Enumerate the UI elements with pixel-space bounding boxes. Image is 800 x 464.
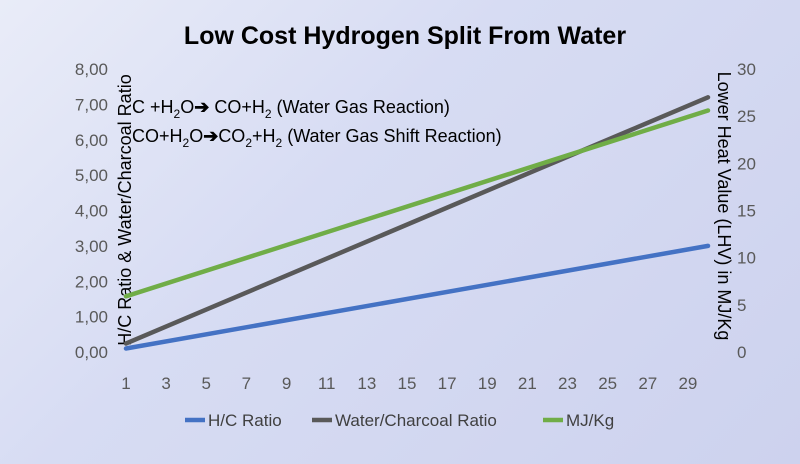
x-tick-label: 1: [121, 374, 130, 393]
x-tick-label: 29: [678, 374, 697, 393]
x-tick-label: 9: [282, 374, 291, 393]
x-axis: 1 3 5 7 9 11 13 15 17 19 21 23 25 27 29: [121, 374, 697, 393]
left-y-tick-label: 7,00: [75, 95, 108, 114]
left-y-tick-label: 2,00: [75, 272, 108, 291]
right-y-axis-title: Lower Heat Value (LHV) in MJ/Kg: [714, 72, 734, 341]
right-y-tick-label: 20: [737, 154, 756, 173]
x-tick-label: 25: [598, 374, 617, 393]
legend-label: MJ/Kg: [566, 411, 614, 430]
chart-title: Low Cost Hydrogen Split From Water: [184, 22, 626, 50]
right-y-tick-label: 25: [737, 107, 756, 126]
legend-label: Water/Charcoal Ratio: [335, 411, 497, 430]
x-tick-label: 17: [438, 374, 457, 393]
x-tick-label: 13: [357, 374, 376, 393]
right-y-tick-label: 5: [737, 296, 746, 315]
left-y-tick-label: 6,00: [75, 131, 108, 150]
right-y-tick-label: 10: [737, 249, 756, 268]
x-tick-label: 3: [161, 374, 170, 393]
left-y-axis-title: H/C Ratio & Water/Charcoal Ratio: [115, 74, 135, 345]
legend-item: Water/Charcoal Ratio: [312, 411, 497, 430]
x-tick-label: 21: [518, 374, 537, 393]
series-line-mj-kg: [123, 108, 711, 299]
x-tick-label: 23: [558, 374, 577, 393]
series-line-h-c-ratio: [123, 243, 711, 351]
right-y-tick-label: 30: [737, 60, 756, 79]
left-y-axis: 0,00 1,00 2,00 3,00 4,00 5,00 6,00 7,00 8,00: [75, 60, 108, 362]
reaction-equation: C +H2O➔ CO+H2 (Water Gas Reaction): [132, 97, 450, 121]
x-tick-label: 7: [242, 374, 251, 393]
x-tick-label: 11: [318, 374, 336, 393]
left-y-tick-label: 3,00: [75, 237, 108, 256]
left-y-tick-label: 0,00: [75, 343, 108, 362]
right-y-tick-label: 15: [737, 202, 756, 221]
plot-area: [123, 95, 711, 351]
left-y-tick-label: 8,00: [75, 60, 108, 79]
reaction-equation: CO+H2O➔CO2+H2 (Water Gas Shift Reaction): [132, 126, 502, 150]
left-y-tick-label: 4,00: [75, 202, 108, 221]
legend-label: H/C Ratio: [208, 411, 282, 430]
legend-item: H/C Ratio: [185, 411, 282, 430]
legend: H/C Ratio Water/Charcoal Ratio MJ/Kg: [185, 411, 614, 430]
left-y-tick-label: 1,00: [75, 308, 108, 327]
left-y-tick-label: 5,00: [75, 166, 108, 185]
x-tick-label: 15: [398, 374, 417, 393]
right-y-axis: 0 5 10 15 20 25 30: [737, 60, 756, 362]
series-line-water-charcoal-ratio: [123, 95, 711, 346]
x-tick-label: 27: [638, 374, 657, 393]
legend-item: MJ/Kg: [543, 411, 614, 430]
x-tick-label: 19: [478, 374, 497, 393]
reaction-annotations: C +H2O➔ CO+H2 (Water Gas Reaction) CO+H2O…: [132, 97, 502, 150]
right-y-tick-label: 0: [737, 343, 746, 362]
x-tick-label: 5: [202, 374, 211, 393]
